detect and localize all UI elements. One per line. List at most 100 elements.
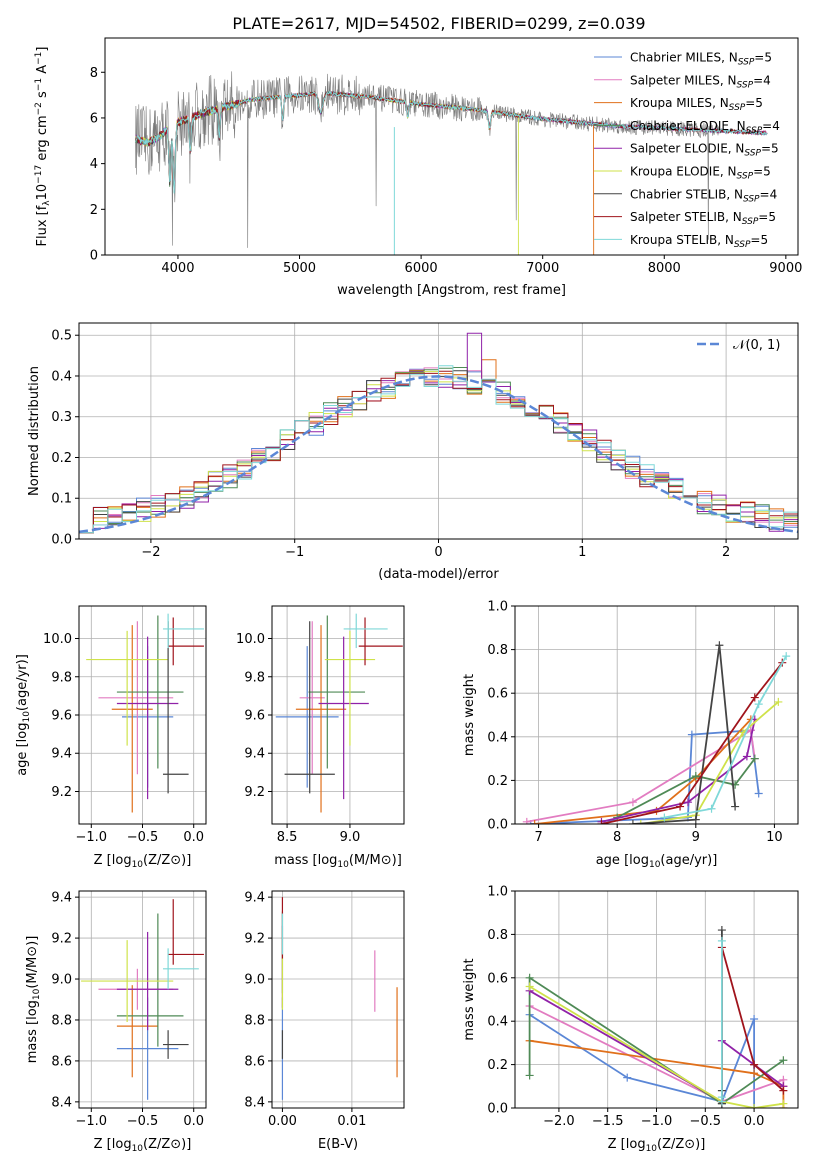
mass-weight-vs-age-plot-area — [515, 606, 798, 824]
age-vs-z-ytick-label-2: 9.6 — [51, 709, 72, 724]
mass-weight-vs-age-ytick-label-5: 1.0 — [487, 600, 508, 615]
residual-histogram-xtick-label-2: 0 — [434, 545, 442, 560]
age-vs-z-point-2 — [111, 625, 153, 813]
age-vs-mass-plot-area — [272, 606, 404, 824]
age-vs-z-ytick-label-1: 9.4 — [51, 747, 72, 762]
age-vs-mass-ytick-label-4: 10.0 — [236, 632, 265, 647]
mass-vs-z-ytick-label-1: 8.6 — [51, 1054, 72, 1069]
mass-weight-vs-z-marker-7-3 — [779, 1086, 788, 1095]
mass-vs-ebv-ytick-label-1: 8.6 — [244, 1054, 265, 1069]
age-vs-z-xtick-label-1: −0.5 — [127, 830, 159, 845]
mass-weight-vs-age-ytick-label-0: 0.0 — [487, 818, 508, 833]
legend-nssp-1: 4 — [763, 73, 771, 87]
legend-nssp-2: 5 — [755, 96, 763, 110]
mass-weight-vs-z-marker-8-2 — [717, 1093, 726, 1102]
mass-weight-vs-z-xtick-label-4: 0.0 — [744, 1114, 765, 1129]
mass-vs-z-point-6 — [162, 1030, 189, 1059]
mass-weight-vs-age-frame — [514, 605, 799, 825]
mass-weight-vs-age-marker-2-0 — [530, 820, 539, 824]
legend-nssp-5: 5 — [763, 165, 771, 179]
mass-vs-ebv-frame — [271, 890, 405, 1109]
mass-weight-vs-age-marker-1-0 — [522, 817, 531, 824]
mass-weight-vs-age-ytick-label-4: 0.8 — [487, 643, 508, 658]
spectrum-xlabel: wavelength [Angstrom, rest frame] — [337, 283, 566, 298]
mass-weight-vs-age-marker-7-0 — [597, 820, 606, 824]
mass-weight-vs-age-marker-1-1 — [628, 798, 637, 807]
legend-model-0: Chabrier MILES — [630, 51, 721, 65]
legend-label-0: Chabrier MILES, NSSP=5 — [630, 51, 772, 68]
mass-weight-vs-z-marker-3-3 — [779, 1056, 788, 1065]
mass-vs-ebv-plot-area — [272, 891, 404, 1108]
mass-vs-ebv-panel: 0.00 0.01 8.4 8.6 8.8 9.0 9.2 9.4 E(B-V) — [244, 890, 405, 1152]
spectrum-ytick-label-1: 2 — [90, 203, 98, 218]
legend-label-2: Kroupa MILES, NSSP=5 — [630, 96, 763, 113]
mass-weight-vs-age-marker-7-1 — [676, 802, 685, 811]
mass-weight-vs-z-panel: −2.0 −1.5 −1.0 −0.5 0.0 0.0 0.2 0.4 0.6 0.8 1.0 Z [… — [462, 885, 799, 1154]
mass-vs-z-xtick-label-0: −1.0 — [76, 1114, 108, 1129]
residual-histogram-ytick-label-5: 0.5 — [51, 329, 72, 344]
age-vs-z-xtick-label-0: −1.0 — [76, 830, 108, 845]
mass-weight-vs-age-marker-0-4 — [754, 789, 763, 798]
mass-weight-vs-age-ytick-label-3: 0.6 — [487, 687, 508, 702]
mass-weight-vs-age-marker-8-2 — [754, 700, 763, 709]
mass-weight-vs-z-marker-8-1 — [717, 936, 726, 945]
legend-model-3: Chabrier ELODIE — [630, 119, 729, 133]
mass-vs-ebv-ytick-label-0: 8.4 — [244, 1095, 265, 1110]
spectrum-ytick-label-0: 0 — [90, 249, 98, 264]
mass-weight-vs-age-series-7 — [601, 662, 784, 824]
mass-vs-z-plot-area — [79, 891, 206, 1108]
age-vs-mass-point-8 — [343, 613, 388, 649]
residual-histogram-xtick-label-4: 2 — [722, 545, 730, 560]
age-vs-z-gridlines — [79, 606, 206, 824]
mass-vs-ebv-ytick-label-3: 9.0 — [244, 973, 265, 988]
normal-legend-label: 𝒩(0, 1) — [733, 338, 780, 353]
mass-weight-vs-z-xtick-label-0: −2.0 — [543, 1114, 575, 1129]
mass-weight-vs-age-gridlines — [515, 606, 798, 824]
age-vs-mass-point-7 — [358, 617, 403, 666]
mass-weight-vs-z-xtick-label-2: −1.0 — [641, 1114, 673, 1129]
mass-weight-vs-z-marker-6-1 — [717, 926, 726, 935]
mass-weight-vs-z-ylabel: mass weight — [462, 958, 477, 1040]
mass-weight-vs-age-xtick-label-3: 10 — [766, 830, 783, 845]
spectrum-ytick-label-4: 8 — [90, 66, 98, 81]
residual-histogram-ytick-label-0: 0.0 — [51, 533, 72, 548]
mass-weight-vs-age-ytick-label-2: 0.4 — [487, 730, 508, 745]
age-vs-mass-ytick-label-3: 9.8 — [244, 670, 265, 685]
age-vs-z-panel: −1.0 −0.5 0.0 9.2 9.4 9.6 9.8 10.0 Z [log10(Z/Z⊙… — [15, 605, 207, 870]
mass-vs-z-point-5 — [81, 940, 174, 1023]
age-vs-z-point-5 — [86, 630, 169, 746]
residual-histogram-ytick-label-4: 0.4 — [51, 369, 72, 384]
mass-vs-ebv-ytick-label-4: 9.2 — [244, 932, 265, 947]
mass-weight-vs-z-marker-0-1 — [623, 1073, 632, 1082]
mass-vs-z-point-3 — [116, 913, 184, 1047]
mass-weight-vs-z-marker-2-1 — [750, 1069, 759, 1078]
mass-weight-vs-age-marker-4-1 — [683, 798, 692, 807]
age-vs-mass-ytick-label-1: 9.4 — [244, 747, 265, 762]
legend-label-3: Chabrier ELODIE, NSSP=4 — [630, 119, 780, 136]
mass-vs-ebv-xtick-label-0: 0.00 — [268, 1114, 297, 1129]
age-vs-mass-point-3 — [308, 615, 366, 769]
mass-weight-vs-age-series-6 — [632, 645, 736, 824]
age-vs-mass-point-2 — [295, 625, 347, 813]
mass-weight-vs-age-series-2 — [534, 718, 752, 824]
legend-model-4: Salpeter ELODIE — [630, 142, 728, 156]
mass-weight-vs-age-marker-8-1 — [707, 804, 716, 813]
mass-weight-vs-age-panel: 7 8 9 10 0.0 0.2 0.4 0.6 0.8 1.0 age [log10(age/yr… — [462, 600, 799, 870]
legend-nssp-6: 4 — [770, 187, 778, 201]
mass-vs-z-xtick-label-2: 0.0 — [183, 1114, 204, 1129]
legend-label-5: Kroupa ELODIE, NSSP=5 — [630, 165, 771, 182]
spectrum-ytick-label-2: 4 — [90, 157, 98, 172]
mass-weight-vs-z-marker-5-2 — [750, 1104, 759, 1108]
spectrum-panel: 4000 5000 6000 7000 8000 9000 0 2 4 6 8 Chabrier MI… — [34, 37, 802, 298]
spectrum-model-line-8 — [134, 90, 768, 194]
mass-weight-vs-age-xtick-label-0: 7 — [534, 830, 542, 845]
mass-vs-z-gridlines — [79, 891, 206, 1108]
mass-weight-vs-age-series-5 — [640, 701, 779, 824]
legend-nssp-8: 5 — [760, 233, 768, 247]
spectrum-xtick-label-4: 8000 — [648, 261, 681, 276]
legend-model-8: Kroupa STELIB — [630, 233, 717, 247]
residual-histogram-plot-area — [79, 323, 798, 539]
mass-weight-vs-age-ytick-label-1: 0.2 — [487, 774, 508, 789]
mass-weight-vs-age-marker-7-2 — [750, 693, 759, 702]
mass-weight-vs-age-marker-5-0 — [636, 820, 645, 824]
